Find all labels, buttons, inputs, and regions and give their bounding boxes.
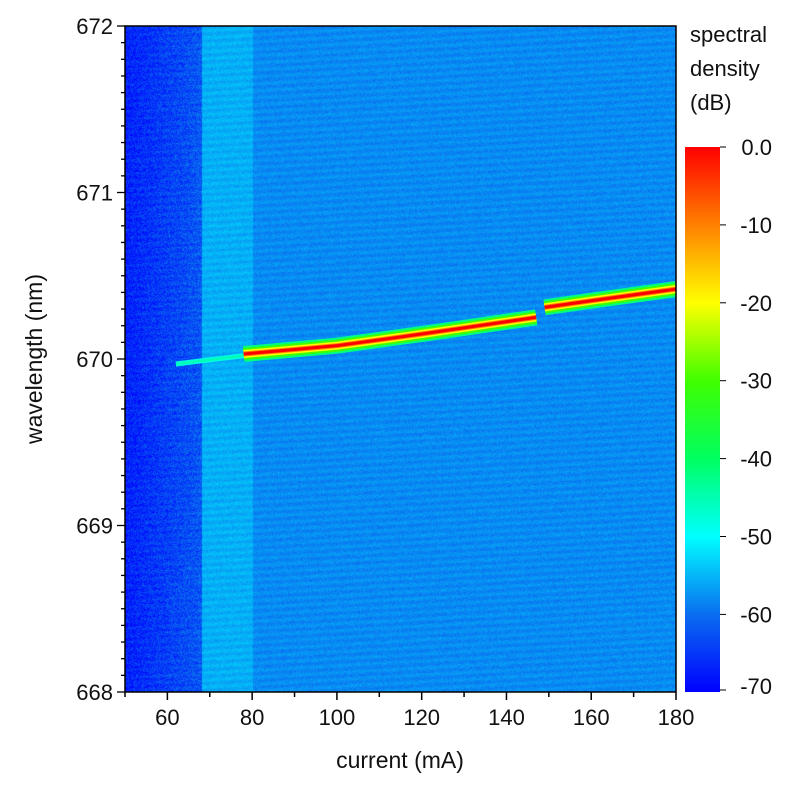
x-tick-label: 140 [488, 705, 525, 730]
y-tick-label: 671 [76, 181, 113, 206]
colorbar-ticks: 0.0 -10 -20 -30 -40 -50 -60 -70 [720, 135, 772, 699]
y-axis-label: wavelength (nm) [21, 274, 47, 445]
y-axis: 668 669 670 671 672 [76, 14, 125, 705]
x-tick-label: 100 [319, 705, 356, 730]
colorbar-title: spectral density (dB) [690, 22, 767, 115]
x-axis: 60 80 100 120 140 160 180 [125, 692, 694, 730]
colorbar-title-line: spectral [690, 22, 767, 47]
spectral-map-chart: 60 80 100 120 140 160 180 668 669 670 671 672 curr… [0, 0, 800, 785]
x-axis-label: current (mA) [336, 747, 464, 773]
y-tick-label: 670 [76, 347, 113, 372]
y-tick-label: 668 [76, 680, 113, 705]
colorbar-tick-label: -10 [740, 213, 772, 238]
colorbar-tick-label: -40 [740, 447, 772, 472]
colorbar-tick-label: -50 [740, 525, 772, 550]
x-tick-label: 120 [403, 705, 440, 730]
colorbar-tick-label: -70 [740, 674, 772, 699]
colorbar-tick-label: -60 [740, 602, 772, 627]
colorbar-title-line: (dB) [690, 90, 732, 115]
colorbar [685, 147, 720, 692]
y-tick-label: 672 [76, 14, 113, 39]
colorbar-title-line: density [690, 56, 760, 81]
y-tick-label: 669 [76, 514, 113, 539]
x-tick-label: 160 [573, 705, 610, 730]
x-tick-label: 60 [155, 705, 179, 730]
colorbar-tick-label: -20 [740, 291, 772, 316]
x-tick-label: 180 [658, 705, 695, 730]
x-tick-label: 80 [240, 705, 264, 730]
colorbar-tick-label: 0.0 [741, 135, 772, 160]
colorbar-tick-label: -30 [740, 369, 772, 394]
